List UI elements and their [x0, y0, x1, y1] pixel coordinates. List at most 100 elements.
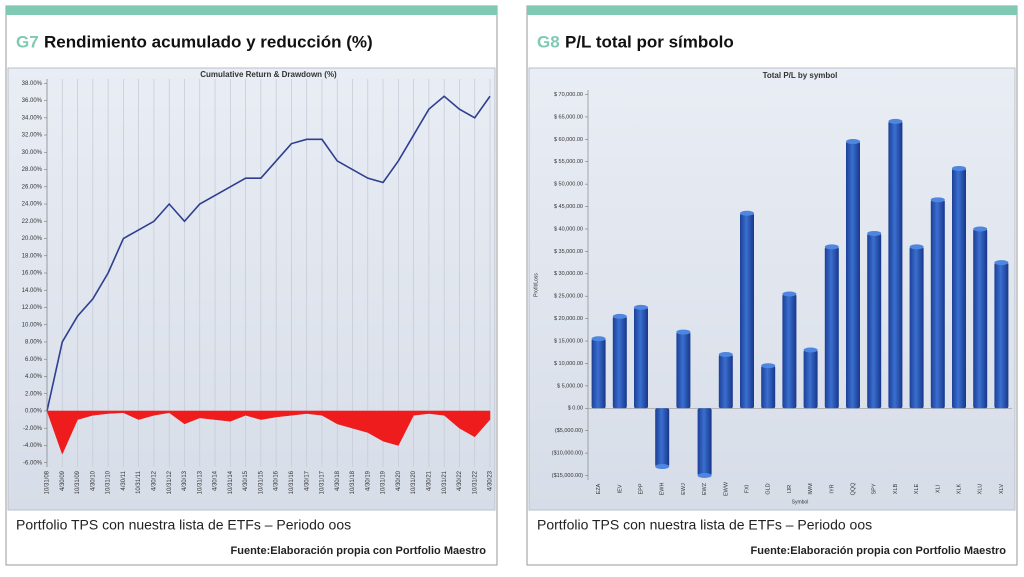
y-tick-label: 18.00%: [22, 253, 43, 259]
x-tick-label: 4/30/16: [274, 470, 280, 491]
bar-cap: [973, 226, 988, 232]
y-tick-label: 12.00%: [22, 305, 43, 311]
bar: [952, 168, 966, 409]
bar-cap: [803, 347, 818, 353]
bar: [612, 316, 627, 409]
bar: [888, 121, 903, 409]
bar: [718, 354, 733, 409]
x-tick-label: 10/31/14: [228, 470, 234, 494]
y-tick-label: $ 0.00: [568, 406, 583, 412]
bar-cap: [612, 313, 627, 319]
bar-cap: [846, 139, 860, 145]
bar-cap: [888, 118, 903, 124]
x-tick-label: XLK: [956, 483, 962, 494]
bar: [740, 213, 754, 409]
source: Fuente:Elaboración propia con Portfolio …: [231, 545, 487, 557]
x-tick-label: XLE: [914, 483, 920, 494]
panel-heading: Rendimiento acumulado y reducción (%): [44, 32, 373, 51]
bar-cap: [952, 165, 966, 171]
x-tick-label: 4/30/18: [335, 470, 341, 491]
y-tick-label: $ 20,000.00: [554, 316, 583, 322]
panel: G7 Rendimiento acumulado y reducción (%)…: [5, 5, 498, 566]
bar-cap: [634, 304, 648, 310]
y-tick-label: $ 35,000.00: [554, 249, 583, 255]
y-tick-label: 20.00%: [22, 236, 43, 242]
bar: [782, 293, 797, 409]
y-tick-label: 8.00%: [25, 340, 43, 346]
x-tick-label: 10/31/08: [45, 470, 51, 494]
x-tick-label: 4/30/10: [90, 470, 96, 491]
y-tick-label: $ 55,000.00: [554, 159, 583, 165]
bar-cap: [740, 210, 754, 216]
y-tick-label: 22.00%: [22, 219, 43, 225]
bar: [930, 199, 945, 409]
bar-cap: [824, 244, 839, 250]
panel-bar: [527, 6, 1017, 15]
bar-cap: [697, 473, 712, 479]
x-tick-label: SPY: [872, 483, 878, 494]
y-tick-label: -6.00%: [23, 460, 43, 466]
y-tick-label: 6.00%: [25, 357, 43, 363]
x-tick-label: XLU: [978, 484, 984, 495]
bar-cap: [994, 260, 1009, 266]
x-tick-label: 4/30/23: [488, 470, 494, 491]
panel-code: G7: [16, 32, 39, 51]
y-tick-label: -4.00%: [23, 443, 43, 449]
y-tick-label: $ 15,000.00: [554, 338, 583, 344]
y-tick-label: $ 40,000.00: [554, 226, 583, 232]
x-tick-label: 4/30/11: [121, 470, 127, 490]
bar-cap: [930, 197, 945, 203]
y-tick-label: 30.00%: [22, 150, 43, 156]
x-tick-label: EPP: [638, 483, 644, 494]
x-tick-label: XLI: [935, 484, 941, 493]
y-tick-label: $ 60,000.00: [554, 137, 583, 143]
x-tick-label: IEV: [617, 484, 623, 493]
x-tick-label: IWM: [808, 483, 814, 495]
x-tick-label: 10/31/18: [350, 470, 356, 494]
x-tick-label: 4/30/15: [243, 470, 249, 491]
chart-title: Total P/L by symbol: [763, 71, 838, 80]
x-tick-label: 4/30/12: [152, 470, 158, 491]
bar: [761, 365, 776, 409]
bar: [846, 141, 860, 409]
x-tick-label: 4/30/21: [426, 470, 432, 491]
y-tick-label: 14.00%: [22, 288, 43, 294]
x-tick-label: FXI: [744, 484, 750, 493]
y-tick-label: ($10,000.00): [552, 451, 583, 457]
chart-area: [7, 67, 496, 511]
x-tick-label: EWJ: [681, 483, 687, 495]
x-tick-label: EWW: [723, 481, 729, 496]
x-tick-label: XLB: [893, 483, 899, 494]
bar-cap: [591, 336, 606, 342]
x-tick-label: 10/31/20: [411, 470, 417, 494]
x-tick-label: 10/31/16: [289, 470, 295, 494]
x-tick-label: 10/31/17: [320, 470, 326, 494]
y-tick-label: $ 30,000.00: [554, 271, 583, 277]
area: [46, 410, 491, 455]
panel-heading: P/L total por símbolo: [565, 32, 734, 51]
x-tick-label: IJR: [787, 485, 793, 493]
y-tick-label: $ 45,000.00: [554, 204, 583, 210]
x-tick-label: 10/31/13: [197, 470, 203, 494]
chart-title: Cumulative Return & Drawdown (%): [200, 70, 337, 79]
y-tick-label: 34.00%: [22, 115, 43, 121]
x-tick-label: 10/31/10: [106, 470, 112, 494]
y-tick-label: 10.00%: [22, 322, 43, 328]
x-tick-label: 10/31/15: [258, 470, 264, 494]
y-tick-label: -2.00%: [23, 426, 43, 432]
y-tick-label: $ 65,000.00: [554, 114, 583, 120]
x-tick-label: IYR: [829, 484, 835, 493]
bar-cap: [761, 363, 776, 369]
panel-bar: [6, 6, 497, 15]
bar-cap: [909, 244, 924, 250]
bar: [909, 246, 924, 409]
x-tick-label: 10/31/22: [472, 470, 478, 494]
x-tick-label: 10/31/19: [381, 470, 387, 494]
y-tick-label: 24.00%: [22, 202, 43, 208]
x-tick-label: 4/30/09: [60, 470, 66, 491]
x-tick-label: 4/30/20: [396, 470, 402, 491]
y-tick-label: $ 10,000.00: [554, 361, 583, 367]
x-tick-label: 10/31/09: [75, 470, 81, 494]
bar: [867, 233, 882, 409]
